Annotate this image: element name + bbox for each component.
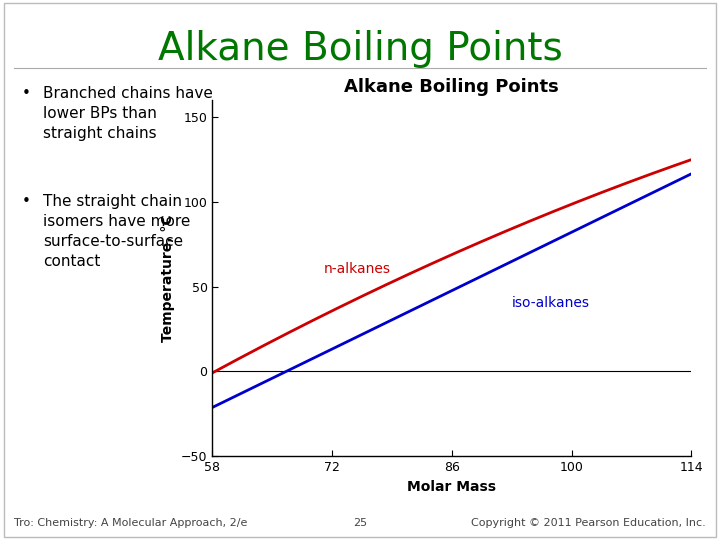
Text: Alkane Boiling Points: Alkane Boiling Points [158, 30, 562, 68]
Text: Branched chains have
lower BPs than
straight chains: Branched chains have lower BPs than stra… [43, 86, 213, 141]
Text: Tro: Chemistry: A Molecular Approach, 2/e: Tro: Chemistry: A Molecular Approach, 2/… [14, 518, 248, 528]
Text: iso-alkanes: iso-alkanes [512, 296, 590, 310]
Text: 25: 25 [353, 518, 367, 528]
Y-axis label: Temperature, °C: Temperature, °C [161, 214, 176, 342]
Text: n-alkanes: n-alkanes [323, 262, 390, 276]
Text: •: • [22, 86, 30, 102]
Title: Alkane Boiling Points: Alkane Boiling Points [344, 78, 559, 96]
Text: •: • [22, 194, 30, 210]
X-axis label: Molar Mass: Molar Mass [408, 480, 496, 494]
Text: Copyright © 2011 Pearson Education, Inc.: Copyright © 2011 Pearson Education, Inc. [471, 518, 706, 528]
Text: The straight chain
isomers have more
surface-to-surface
contact: The straight chain isomers have more sur… [43, 194, 191, 269]
